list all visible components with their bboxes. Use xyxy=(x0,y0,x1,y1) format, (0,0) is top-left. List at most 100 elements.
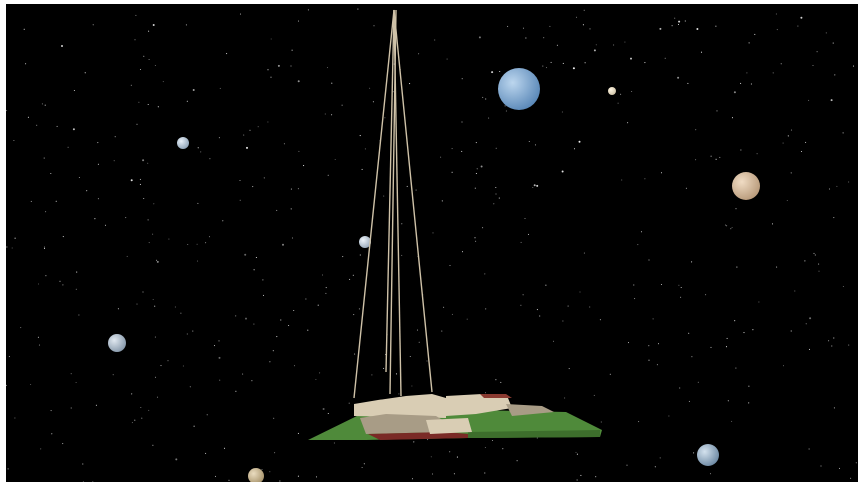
star xyxy=(685,20,686,21)
star xyxy=(274,452,275,453)
star xyxy=(86,190,87,191)
star xyxy=(14,417,15,418)
star xyxy=(678,285,679,286)
star xyxy=(315,379,316,380)
star xyxy=(267,121,268,122)
star xyxy=(618,103,619,104)
game-viewport[interactable] xyxy=(6,4,858,482)
gas-giant-bottom[interactable] xyxy=(248,468,264,482)
star xyxy=(856,462,857,463)
star xyxy=(507,26,508,27)
star xyxy=(535,144,536,145)
star xyxy=(772,223,773,224)
star xyxy=(626,465,627,466)
icy-moon-upper-left[interactable] xyxy=(177,137,189,149)
star xyxy=(488,118,489,119)
earth-like-planet-large[interactable] xyxy=(498,68,540,110)
star xyxy=(431,456,432,457)
star xyxy=(357,9,358,10)
star xyxy=(15,238,16,239)
star xyxy=(499,71,500,72)
small-bright-moon[interactable] xyxy=(608,87,616,95)
star xyxy=(440,157,441,158)
star xyxy=(574,148,575,149)
star xyxy=(218,340,219,341)
star xyxy=(292,50,293,51)
star xyxy=(328,175,329,176)
star xyxy=(258,126,259,127)
icy-moon-left[interactable] xyxy=(108,334,126,352)
star xyxy=(732,117,733,118)
star xyxy=(140,69,141,70)
star xyxy=(383,368,384,369)
star xyxy=(727,338,728,339)
star xyxy=(291,208,292,209)
star xyxy=(791,130,792,131)
star xyxy=(523,294,524,295)
star xyxy=(711,156,712,157)
star xyxy=(113,374,114,375)
star xyxy=(791,330,792,331)
space-scene xyxy=(6,4,858,482)
star xyxy=(749,42,750,43)
star xyxy=(62,284,63,285)
star xyxy=(252,186,253,187)
star xyxy=(298,151,299,152)
star xyxy=(45,211,46,212)
star xyxy=(44,248,45,249)
star xyxy=(499,198,500,199)
space-station[interactable] xyxy=(308,10,602,440)
earth-like-planet-lower-right[interactable] xyxy=(697,444,719,466)
star xyxy=(114,160,115,161)
star xyxy=(426,360,427,361)
star xyxy=(148,31,149,32)
star xyxy=(226,53,227,54)
star xyxy=(589,28,590,29)
star xyxy=(432,232,433,233)
star xyxy=(269,471,270,472)
star xyxy=(634,298,635,299)
star xyxy=(256,257,257,258)
star xyxy=(648,360,649,361)
star xyxy=(829,188,830,189)
star xyxy=(461,151,462,152)
star xyxy=(630,58,632,60)
star xyxy=(61,45,63,47)
star xyxy=(323,408,325,410)
star xyxy=(175,458,177,460)
star xyxy=(576,17,577,18)
star xyxy=(757,153,758,154)
star xyxy=(735,208,736,209)
star xyxy=(413,441,414,442)
star xyxy=(536,185,538,187)
star xyxy=(481,166,483,168)
star xyxy=(828,340,829,341)
tan-planet-right[interactable] xyxy=(732,172,760,200)
star xyxy=(553,341,554,342)
star xyxy=(305,298,306,299)
star xyxy=(142,159,144,161)
star xyxy=(534,184,536,186)
star xyxy=(362,467,363,468)
star xyxy=(809,349,810,350)
star xyxy=(517,460,518,461)
star xyxy=(783,143,784,144)
star xyxy=(505,105,506,106)
star xyxy=(270,77,271,78)
star xyxy=(447,59,448,60)
star xyxy=(804,260,805,261)
star xyxy=(396,373,397,374)
star xyxy=(360,254,361,255)
star xyxy=(577,479,578,480)
star xyxy=(192,331,193,332)
star xyxy=(354,354,355,355)
star xyxy=(787,200,788,201)
star xyxy=(491,71,493,73)
star xyxy=(331,114,332,115)
star xyxy=(235,315,236,316)
star xyxy=(273,418,274,419)
star xyxy=(331,83,332,84)
star xyxy=(416,190,417,191)
star xyxy=(730,228,731,229)
star xyxy=(628,342,629,343)
